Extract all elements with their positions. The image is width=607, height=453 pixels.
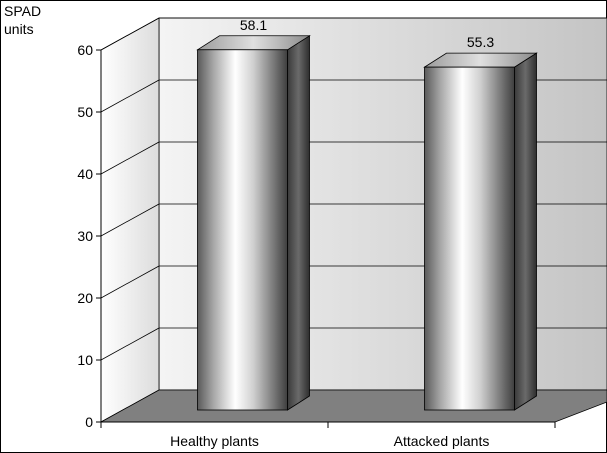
bar-front bbox=[198, 50, 288, 410]
data-label: 58.1 bbox=[240, 17, 267, 33]
y-tick-label: 60 bbox=[77, 42, 93, 58]
x-category-label: Attacked plants bbox=[394, 433, 490, 449]
x-category-label: Healthy plants bbox=[170, 433, 259, 449]
y-tick-label: 40 bbox=[77, 166, 93, 182]
y-axis-title-line-2: units bbox=[4, 21, 34, 37]
data-label: 55.3 bbox=[467, 34, 494, 50]
y-tick-label: 30 bbox=[77, 228, 93, 244]
bar-front bbox=[425, 67, 515, 410]
bar-side bbox=[515, 53, 537, 410]
y-tick-label: 20 bbox=[77, 290, 93, 306]
bar-side bbox=[288, 36, 310, 410]
bar-0 bbox=[198, 36, 310, 410]
bar-1 bbox=[425, 53, 537, 410]
y-axis-title-line-1: SPAD bbox=[4, 3, 41, 19]
y-tick-label: 0 bbox=[85, 414, 93, 430]
y-tick-label: 10 bbox=[77, 352, 93, 368]
y-tick-label: 50 bbox=[77, 104, 93, 120]
